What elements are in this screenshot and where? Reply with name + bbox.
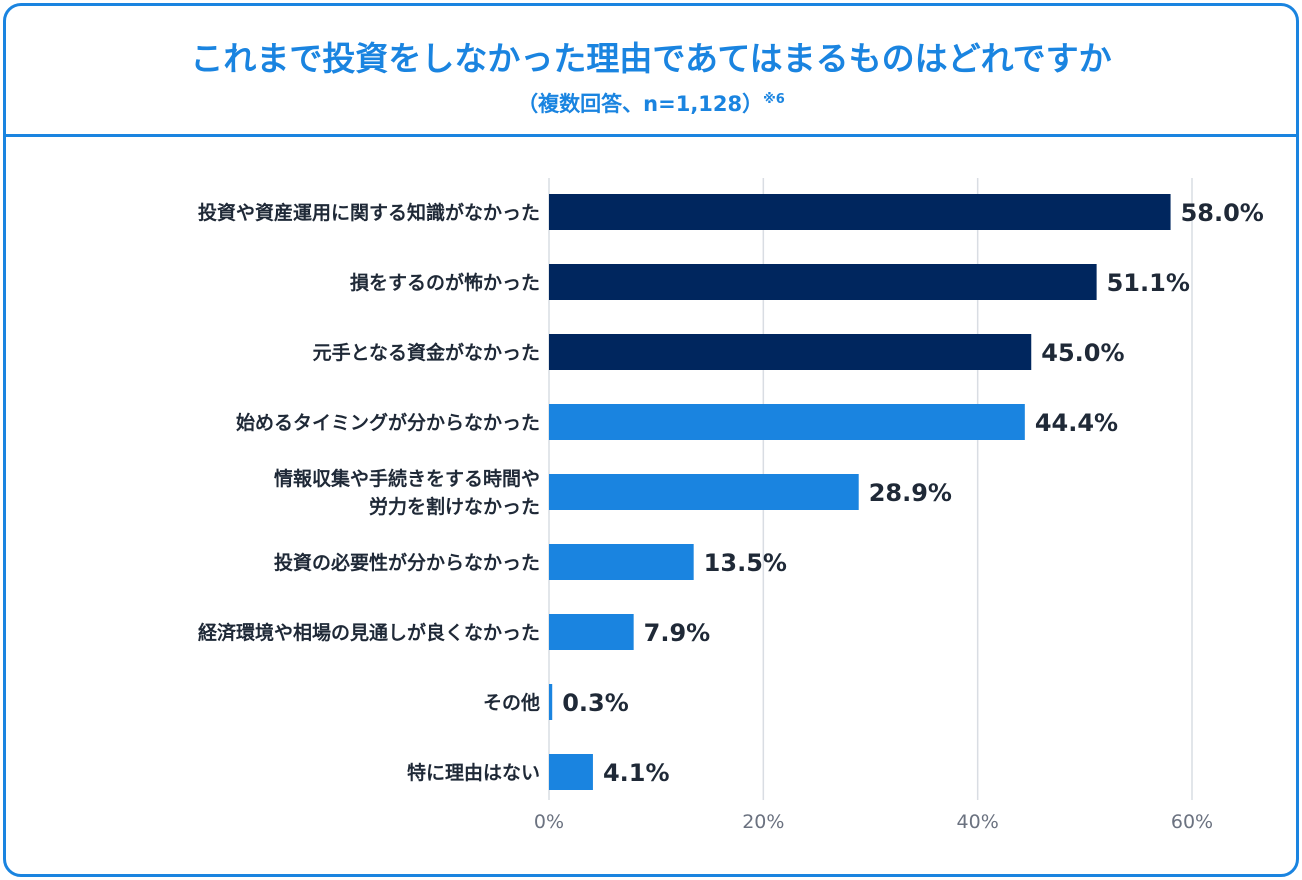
bar — [549, 194, 1171, 230]
category-label: 特に理由はない — [407, 761, 540, 784]
x-tick-label: 40% — [957, 811, 999, 833]
category-label: 投資の必要性が分からなかった — [274, 551, 540, 574]
subtitle-text: （複数回答、n=1,128） — [517, 92, 764, 116]
category-label: 情報収集や手続きをする時間や — [274, 467, 540, 490]
x-tick-label: 60% — [1171, 811, 1213, 833]
bar — [549, 264, 1097, 300]
bar — [549, 334, 1032, 370]
bar — [549, 404, 1025, 440]
footnote-mark: ※6 — [763, 92, 785, 107]
category-label: 投資や資産運用に関する知識がなかった — [198, 201, 540, 224]
bar-value-label: 44.4% — [1035, 409, 1118, 437]
bar — [549, 544, 694, 580]
chart-title: これまで投資をしなかった理由であてはまるものはどれですか — [190, 39, 1112, 78]
category-label: 労力を割けなかった — [369, 495, 540, 518]
chart-header: これまで投資をしなかった理由であてはまるものはどれですか （複数回答、n=1,1… — [6, 6, 1296, 137]
category-label: その他 — [483, 691, 540, 714]
bar-value-label: 4.1% — [603, 759, 670, 787]
chart-subtitle: （複数回答、n=1,128）※6 — [6, 88, 1296, 118]
bar — [549, 614, 634, 650]
category-label: 始めるタイミングが分からなかった — [236, 411, 540, 434]
x-tick-label: 20% — [742, 811, 784, 833]
bar-value-label: 13.5% — [704, 549, 787, 577]
bar-value-label: 45.0% — [1041, 339, 1124, 367]
bar-value-label: 7.9% — [644, 619, 711, 647]
category-label: 元手となる資金がなかった — [313, 341, 540, 364]
category-label: 経済環境や相場の見通しが良くなかった — [198, 621, 540, 644]
bar — [549, 684, 553, 720]
bar-value-label: 58.0% — [1181, 199, 1264, 227]
bar — [549, 474, 859, 510]
category-label: 損をするのが怖かった — [350, 271, 540, 294]
bar-value-label: 51.1% — [1107, 269, 1190, 297]
bar — [549, 754, 593, 790]
bar-value-label: 0.3% — [562, 689, 629, 717]
x-tick-label: 0% — [534, 811, 564, 833]
bar-value-label: 28.9% — [869, 479, 952, 507]
